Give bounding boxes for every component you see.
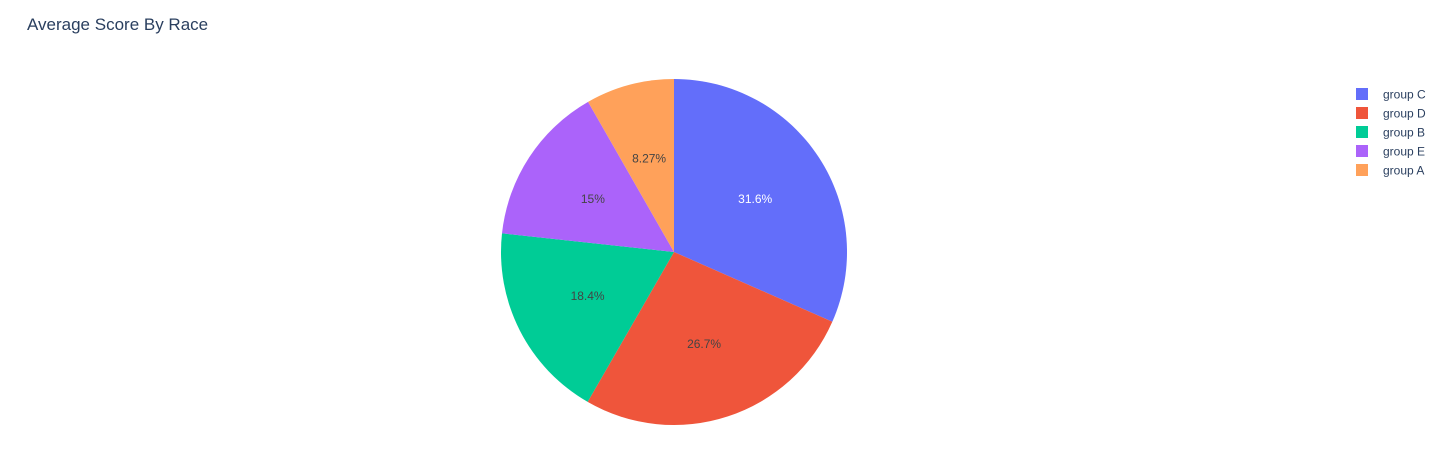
pie-slice-group-d[interactable]: [587, 252, 833, 426]
legend-swatch: [1356, 107, 1368, 119]
legend-label: group C: [1383, 88, 1426, 102]
legend-swatch: [1356, 164, 1368, 176]
legend-item-group-e[interactable]: group E: [1356, 145, 1425, 159]
pie-slice-labels: 31.6% 26.7% 18.4% 15% 8.27%: [571, 151, 773, 351]
pie-slice-group-a[interactable]: [588, 79, 674, 252]
pie-slice-group-b[interactable]: [500, 233, 674, 402]
legend-swatch: [1356, 88, 1368, 100]
slice-value-label: 15%: [581, 192, 605, 206]
legend-swatch: [1356, 145, 1368, 157]
legend-label: group E: [1383, 145, 1425, 159]
legend-item-group-d[interactable]: group D: [1356, 107, 1426, 121]
legend-label: group B: [1383, 126, 1425, 140]
slice-value-label: 18.4%: [571, 289, 605, 303]
chart-title: Average Score By Race: [27, 15, 208, 34]
legend-swatch: [1356, 126, 1368, 138]
legend-item-group-b[interactable]: group B: [1356, 126, 1425, 140]
legend-label: group D: [1383, 107, 1426, 121]
legend-item-group-c[interactable]: group C: [1356, 88, 1426, 102]
slice-value-label: 26.7%: [687, 337, 721, 351]
pie-slices: [500, 79, 848, 426]
pie-slice-group-e[interactable]: [502, 101, 674, 252]
legend-label: group A: [1383, 164, 1424, 178]
legend-item-group-a[interactable]: group A: [1356, 164, 1424, 178]
slice-value-label: 31.6%: [738, 192, 772, 206]
slice-value-label: 8.27%: [632, 151, 666, 165]
legend: group C group D group B group E group A: [1356, 88, 1426, 178]
pie-slice-group-c[interactable]: [674, 79, 848, 322]
